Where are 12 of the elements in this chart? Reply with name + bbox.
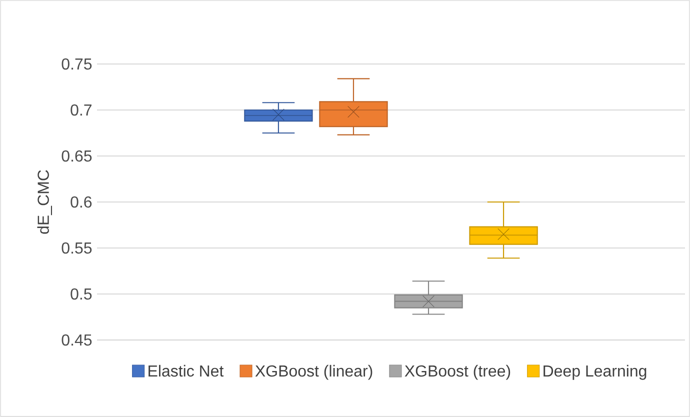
legend-label: Elastic Net xyxy=(148,364,224,377)
y-axis-title: dE_CMC xyxy=(37,170,52,234)
y-tick-label: 0.6 xyxy=(70,196,92,208)
legend-label: Deep Learning xyxy=(544,364,646,380)
legend-label: XGBoost (tree) xyxy=(404,364,510,380)
y-tick-label: 0.7 xyxy=(70,104,92,116)
y-tick-label: 0.45 xyxy=(62,334,92,346)
y-tick-label: 0.5 xyxy=(70,288,92,300)
legend-label: XGBoost (linear) xyxy=(255,364,372,380)
y-tick-label: 0.55 xyxy=(62,242,92,254)
y-tick-label: 0.65 xyxy=(62,150,92,162)
y-tick-label: 0.75 xyxy=(62,58,92,70)
